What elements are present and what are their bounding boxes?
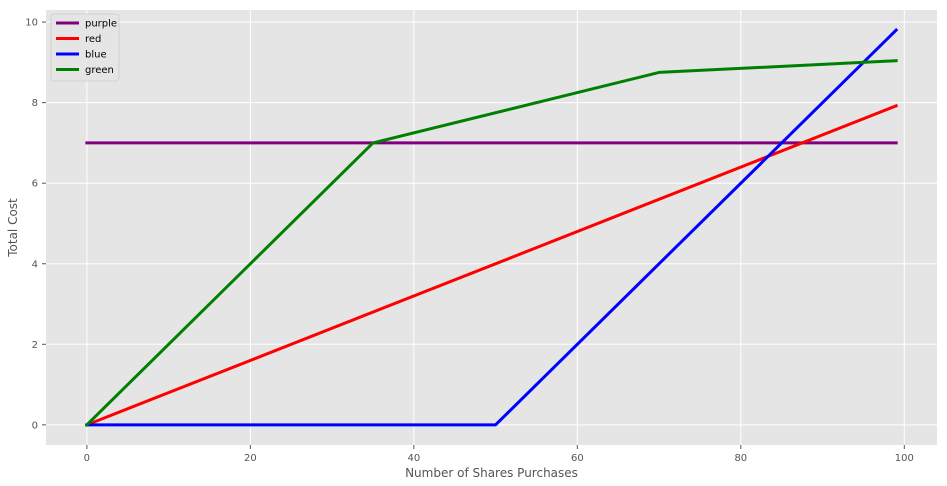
y-tick-label-4: 8: [32, 98, 38, 109]
x-tick-label-2: 40: [407, 453, 420, 464]
x-axis-ticks: 0 20 40 60 80 100: [84, 445, 914, 464]
plot-background: [46, 10, 937, 445]
y-tick-label-5: 10: [25, 18, 38, 29]
y-tick-label-1: 2: [32, 340, 38, 351]
series-line-green: [84, 59, 898, 427]
legend-label-blue: blue: [85, 50, 107, 61]
y-tick-label-2: 4: [32, 259, 38, 270]
legend-box: [50, 13, 120, 82]
x-tick-label-3: 60: [571, 453, 584, 464]
x-tick-label-5: 100: [895, 453, 914, 464]
y-tick-label-0: 0: [32, 420, 38, 431]
x-tick-label-0: 0: [84, 453, 90, 464]
legend-label-purple: purple: [85, 19, 117, 30]
y-axis-ticks: 0 2 4 6 8 10: [25, 18, 46, 431]
series-line-blue: [85, 28, 899, 427]
y-axis-label: Total Cost: [6, 198, 20, 258]
legend-label-green: green: [85, 65, 114, 76]
y-tick-label-3: 6: [32, 179, 38, 190]
series-line-red: [84, 103, 899, 427]
x-tick-label-4: 80: [734, 453, 747, 464]
legend: purple red blue green: [50, 13, 120, 82]
legend-label-red: red: [85, 34, 101, 45]
x-axis-label: Number of Shares Purchases: [405, 466, 578, 480]
series-lines: [84, 28, 899, 427]
x-tick-label-1: 20: [244, 453, 257, 464]
